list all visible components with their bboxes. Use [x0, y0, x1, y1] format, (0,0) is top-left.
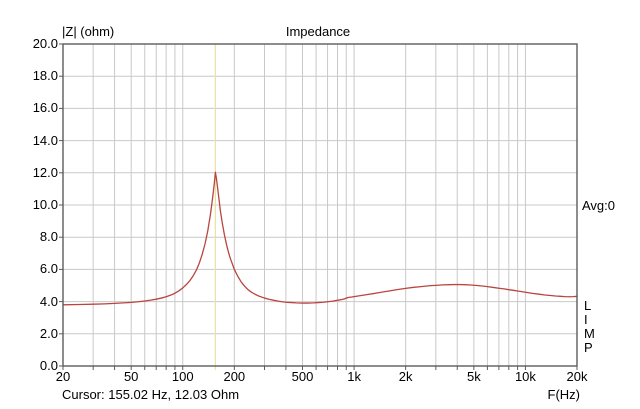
x-tick-label: 500 — [291, 369, 314, 384]
y-tick-label: 10.0 — [32, 197, 58, 212]
chart-title: Impedance — [285, 24, 351, 39]
average-count-label: Avg:0 — [582, 198, 616, 213]
y-tick-label: 14.0 — [32, 132, 58, 148]
x-tick-label: 1k — [347, 369, 361, 384]
y-tick-label: 6.0 — [39, 261, 58, 277]
y-tick-label: 12.0 — [32, 164, 58, 180]
x-tick-label: 20k — [566, 369, 588, 384]
y-axis-label: |Z| (ohm) — [62, 24, 115, 39]
y-tick-label: 2.0 — [39, 325, 58, 341]
x-tick-label: 50 — [123, 369, 139, 384]
y-tick-label: 4.0 — [39, 293, 58, 309]
y-tick-label: 18.0 — [32, 68, 58, 84]
y-tick-label: 0.0 — [39, 358, 58, 373]
x-tick-label: 100 — [171, 369, 194, 384]
y-tick-label: 20.0 — [32, 36, 58, 51]
x-tick-label: 2k — [398, 369, 413, 384]
cursor-readout: Cursor: 155.02 Hz, 12.03 Ohm — [62, 387, 240, 402]
x-tick-label: 20 — [55, 369, 71, 384]
x-tick-label: 5k — [466, 369, 481, 384]
x-axis-label: F(Hz) — [547, 387, 581, 402]
plot-frame — [62, 43, 578, 367]
app-name-vertical: L I M P — [584, 298, 595, 355]
y-tick-label: 8.0 — [39, 229, 58, 245]
x-tick-label: 200 — [223, 369, 246, 384]
impedance-curve — [62, 171, 578, 306]
x-tick-label: 10k — [514, 369, 536, 384]
y-tick-label: 16.0 — [32, 100, 58, 116]
